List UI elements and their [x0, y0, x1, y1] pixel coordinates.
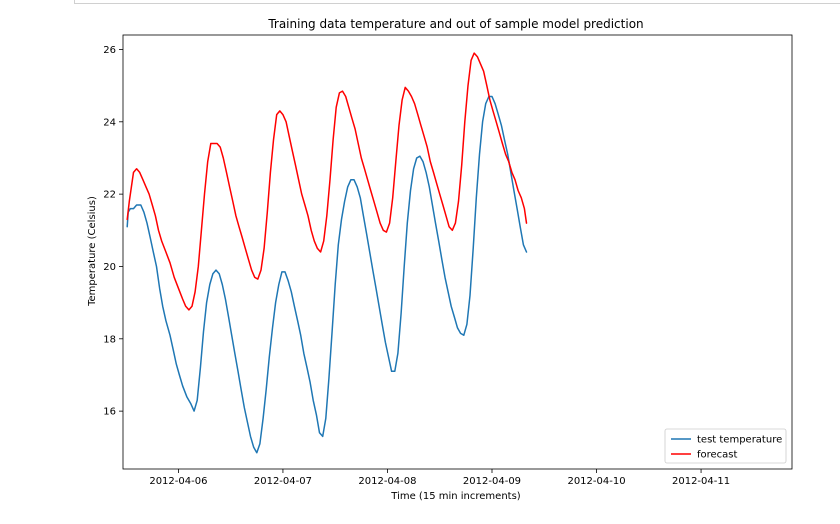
series-line-forecast	[126, 52, 528, 311]
plot-area	[122, 34, 793, 470]
series-line-test-temperature	[126, 95, 528, 454]
x-tick-label: 2012-04-07	[254, 476, 312, 487]
y-tick-label: 18	[103, 334, 116, 345]
y-tick-label: 16	[103, 407, 116, 418]
x-axis-label: Time (15 min increments)	[390, 491, 521, 502]
legend: test temperature forecast	[664, 428, 787, 464]
y-axis-label: Temperature (Celsius)	[87, 196, 98, 307]
x-axis-ticks: 2012-04-06 2012-04-07 2012-04-08 2012-04-09…	[149, 469, 730, 487]
y-tick-label: 26	[103, 45, 116, 56]
x-tick-label: 2012-04-06	[149, 476, 207, 487]
y-axis-ticks: 16 18 20 22 24 26	[103, 45, 123, 418]
x-tick-label: 2012-04-09	[463, 476, 521, 487]
y-tick-label: 22	[103, 190, 116, 201]
plot-frame	[122, 34, 793, 470]
legend-label: forecast	[697, 450, 738, 461]
chart-title: Training data temperature and out of sam…	[267, 17, 643, 31]
x-tick-label: 2012-04-11	[672, 476, 730, 487]
x-tick-label: 2012-04-08	[358, 476, 416, 487]
legend-label: test temperature	[697, 435, 782, 446]
x-tick-label: 2012-04-10	[567, 476, 625, 487]
y-tick-label: 24	[103, 117, 116, 128]
notebook-cell-edge	[74, 0, 840, 4]
legend-box	[664, 428, 787, 464]
y-tick-label: 20	[103, 262, 116, 273]
